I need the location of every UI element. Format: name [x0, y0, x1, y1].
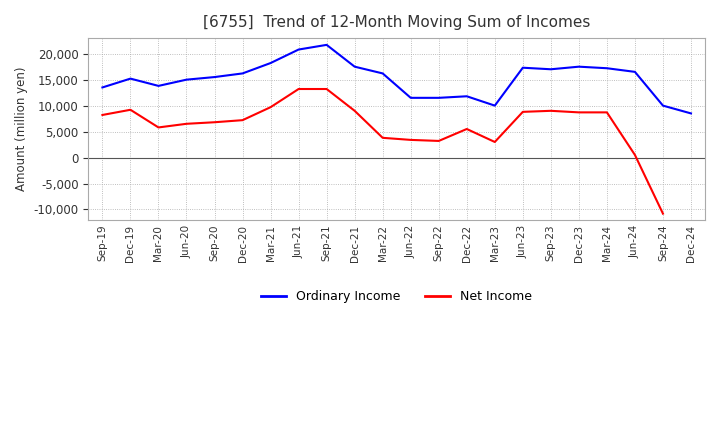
Ordinary Income — [575, 64, 583, 70]
Ordinary Income — [687, 111, 696, 116]
Net Income — [434, 138, 443, 143]
Net Income — [490, 139, 499, 145]
Ordinary Income — [351, 64, 359, 70]
Net Income — [126, 107, 135, 112]
Ordinary Income — [546, 66, 555, 72]
Ordinary Income — [603, 66, 611, 71]
Ordinary Income — [210, 74, 219, 80]
Net Income — [603, 110, 611, 115]
Net Income — [379, 135, 387, 140]
Ordinary Income — [379, 71, 387, 76]
Net Income — [518, 109, 527, 114]
Ordinary Income — [266, 60, 275, 66]
Ordinary Income — [154, 83, 163, 88]
Ordinary Income — [182, 77, 191, 82]
Line: Net Income: Net Income — [102, 89, 663, 214]
Y-axis label: Amount (million yen): Amount (million yen) — [15, 67, 28, 191]
Net Income — [659, 211, 667, 216]
Net Income — [323, 86, 331, 92]
Net Income — [462, 126, 471, 132]
Ordinary Income — [462, 94, 471, 99]
Net Income — [266, 105, 275, 110]
Net Income — [575, 110, 583, 115]
Ordinary Income — [294, 47, 303, 52]
Ordinary Income — [98, 85, 107, 90]
Ordinary Income — [631, 69, 639, 74]
Ordinary Income — [434, 95, 443, 100]
Ordinary Income — [490, 103, 499, 108]
Net Income — [631, 152, 639, 158]
Ordinary Income — [406, 95, 415, 100]
Legend: Ordinary Income, Net Income: Ordinary Income, Net Income — [256, 285, 537, 308]
Net Income — [294, 86, 303, 92]
Net Income — [238, 117, 247, 123]
Net Income — [351, 108, 359, 114]
Net Income — [406, 137, 415, 143]
Title: [6755]  Trend of 12-Month Moving Sum of Incomes: [6755] Trend of 12-Month Moving Sum of I… — [203, 15, 590, 30]
Line: Ordinary Income: Ordinary Income — [102, 45, 691, 114]
Ordinary Income — [518, 65, 527, 70]
Net Income — [546, 108, 555, 114]
Ordinary Income — [126, 76, 135, 81]
Net Income — [182, 121, 191, 126]
Ordinary Income — [323, 42, 331, 48]
Net Income — [154, 125, 163, 130]
Ordinary Income — [659, 103, 667, 108]
Net Income — [98, 112, 107, 117]
Net Income — [210, 120, 219, 125]
Ordinary Income — [238, 71, 247, 76]
